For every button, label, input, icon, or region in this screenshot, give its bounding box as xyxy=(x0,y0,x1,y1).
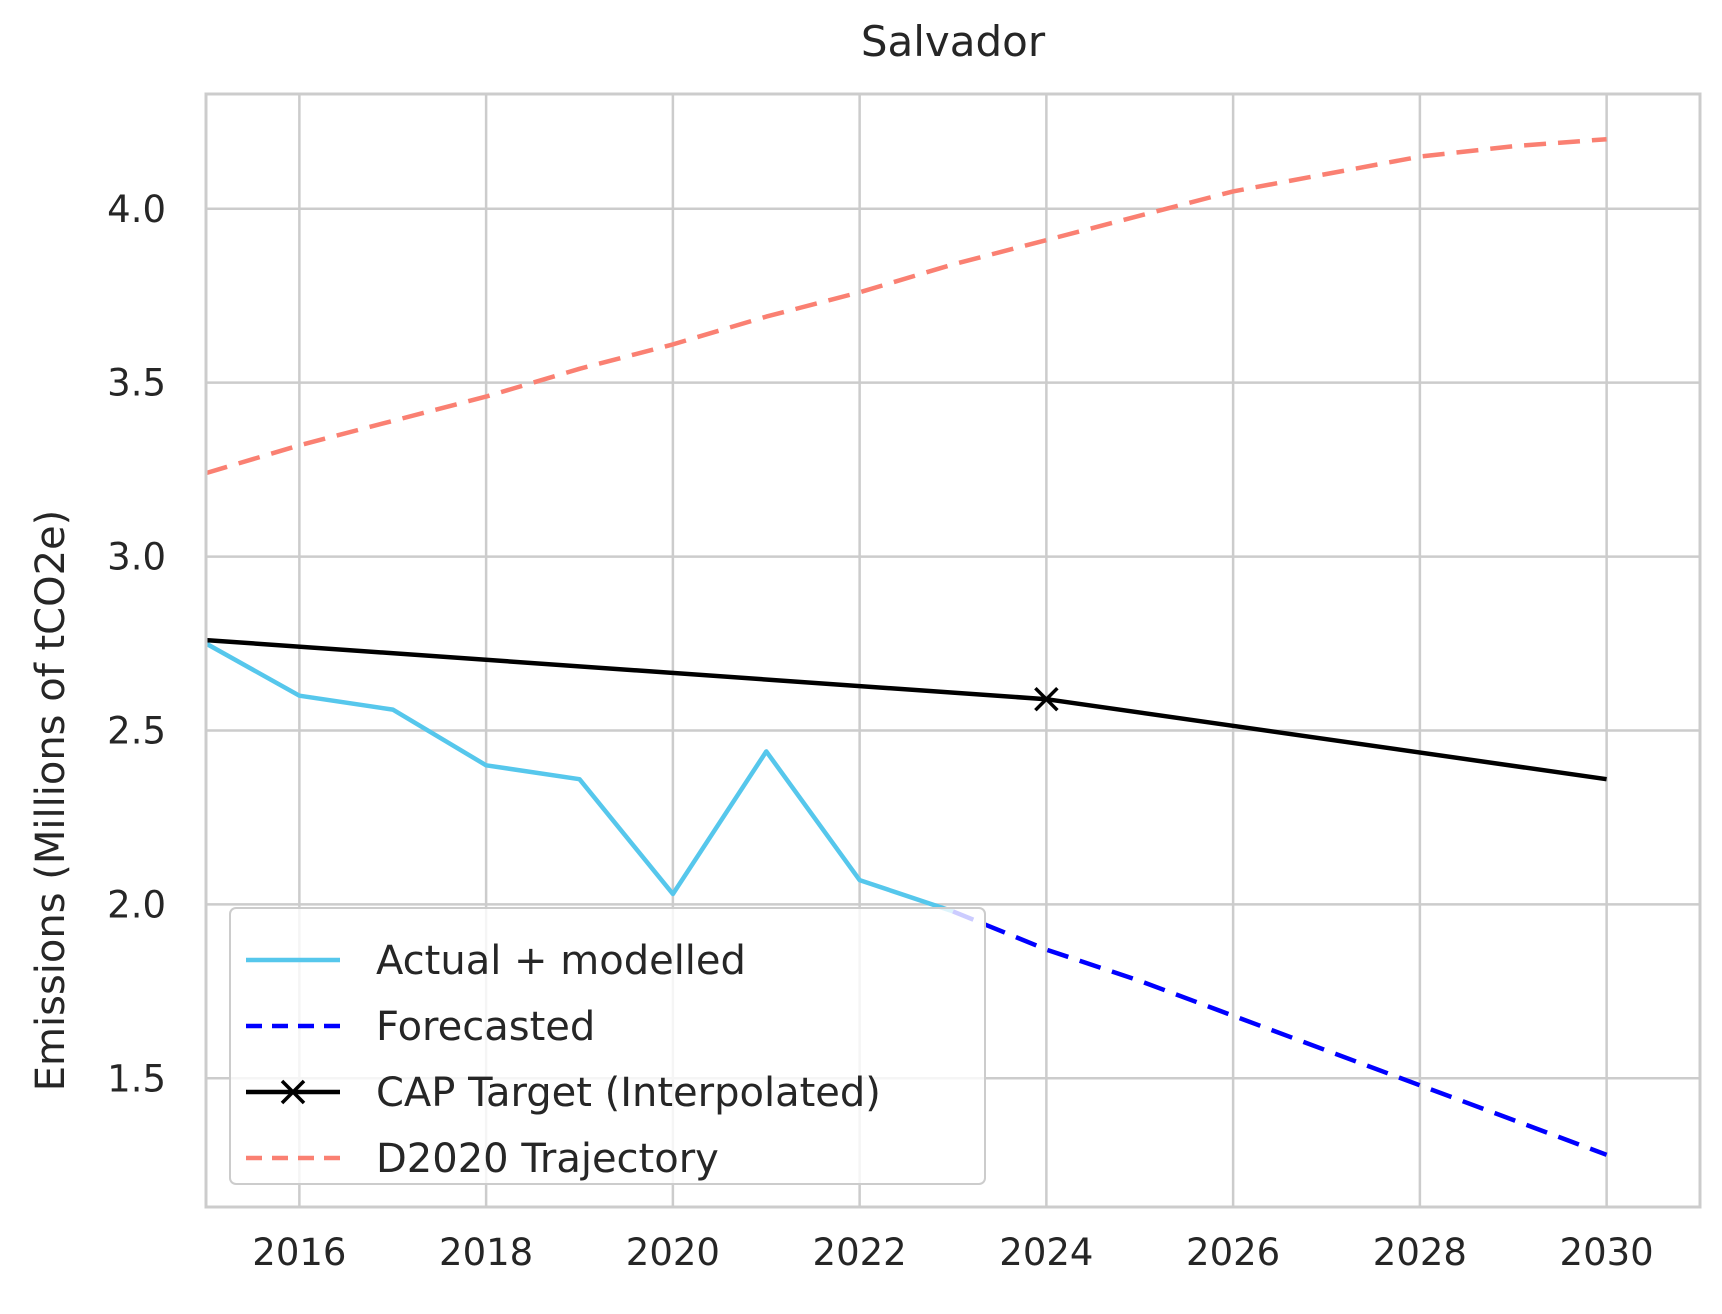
x-tick-label: 2022 xyxy=(813,1231,907,1274)
chart-title: Salvador xyxy=(861,17,1046,66)
y-tick-label: 4.0 xyxy=(107,188,166,231)
legend-label: Actual + modelled xyxy=(376,938,746,984)
x-tick-label: 2026 xyxy=(1186,1231,1280,1274)
legend-item: D2020 Trajectory xyxy=(246,1136,719,1182)
plot-frame xyxy=(204,92,1702,1209)
x-axis-ticks: 2016 2018 2020 2022 2024 2026 2028 2030 xyxy=(252,1231,1653,1274)
series-line-actual-modelled xyxy=(204,641,954,914)
series-lines xyxy=(204,136,1608,1157)
legend: Actual + modelled Forecasted CAP Target (I… xyxy=(229,907,986,1185)
y-tick-label: 3.5 xyxy=(107,362,166,405)
y-tick-label: 2.5 xyxy=(107,709,166,752)
legend-item: Actual + modelled xyxy=(246,938,746,984)
y-axis-label: Emissions (Millions of tCO2e) xyxy=(28,510,74,1092)
y-axis-ticks: 1.5 2.0 2.5 3.0 3.5 4.0 xyxy=(107,188,166,1101)
y-tick-label: 1.5 xyxy=(107,1057,166,1100)
grid xyxy=(206,94,1700,1207)
x-tick-label: 2020 xyxy=(626,1231,720,1274)
x-tick-label: 2028 xyxy=(1373,1231,1467,1274)
x-tick-label: 2030 xyxy=(1560,1231,1654,1274)
legend-item: Forecasted xyxy=(246,1004,595,1050)
data-point-marker xyxy=(1034,686,1059,712)
series-line-forecasted xyxy=(952,909,1608,1157)
y-tick-label: 2.0 xyxy=(107,883,166,926)
x-tick-label: 2018 xyxy=(439,1231,533,1274)
legend-marker xyxy=(280,1079,306,1105)
legend-box xyxy=(229,907,986,1185)
series-line-d2020-trajectory xyxy=(205,136,1607,476)
legend-items: Actual + modelled Forecasted CAP Target (I… xyxy=(246,938,881,1182)
legend-item: CAP Target (Interpolated) xyxy=(246,1070,881,1116)
legend-label: CAP Target (Interpolated) xyxy=(376,1070,881,1116)
y-tick-label: 3.0 xyxy=(107,536,166,579)
legend-label: Forecasted xyxy=(376,1004,595,1050)
legend-label: D2020 Trajectory xyxy=(376,1136,719,1182)
x-tick-label: 2016 xyxy=(252,1231,346,1274)
series-line-cap-target-interpolated xyxy=(205,637,1607,782)
x-tick-label: 2024 xyxy=(999,1231,1093,1274)
